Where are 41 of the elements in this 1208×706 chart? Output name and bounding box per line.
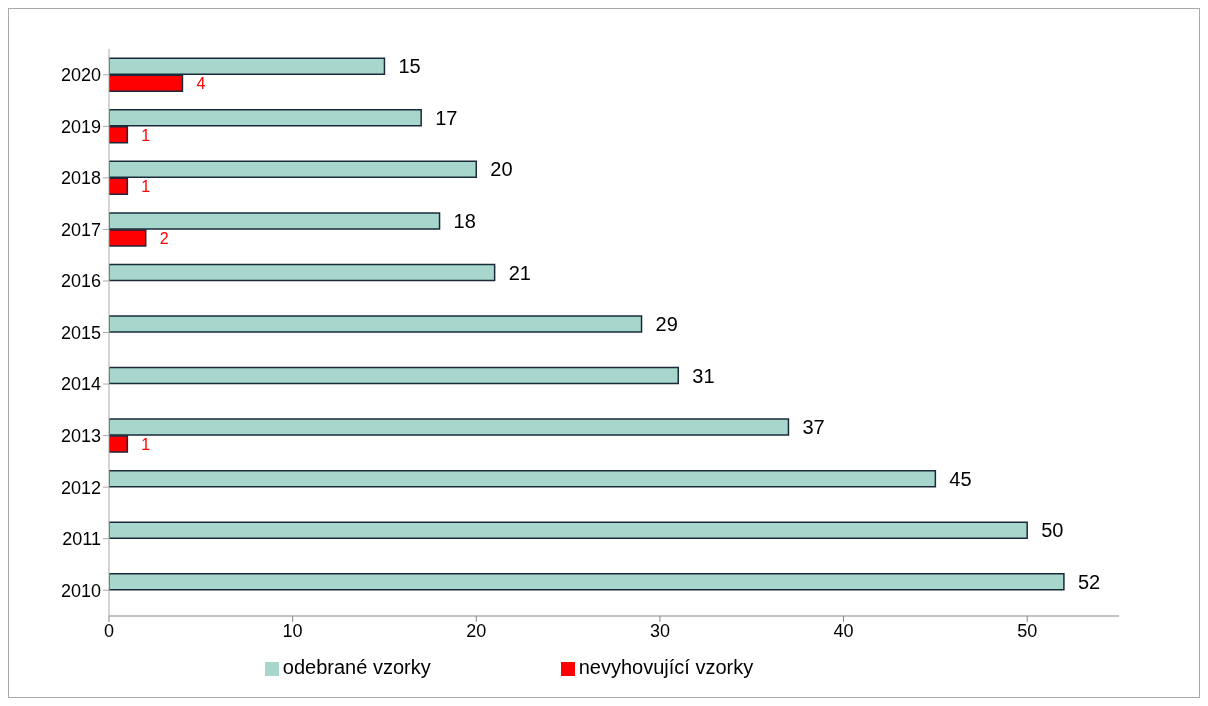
data-label: 29 [655,313,678,336]
data-label: 45 [949,467,972,490]
data-label: 15 [398,55,421,78]
data-label: 50 [1041,519,1064,542]
y-tick-label: 2014 [60,374,101,395]
bar [109,366,680,385]
data-label: 1 [141,435,151,453]
y-tick-label: 2013 [60,425,101,446]
data-label: 1 [141,126,151,144]
data-label: 1 [141,178,151,196]
x-tick-label: 20 [466,620,487,641]
y-tick-label: 2019 [60,116,101,137]
x-tick-label: 50 [1017,620,1038,641]
x-tick-label: 40 [833,620,854,641]
bar [109,572,1065,591]
bar [109,469,937,488]
x-tick-label: 10 [282,620,303,641]
data-label: 37 [802,416,825,439]
bar [109,315,643,333]
y-tick-label: 2016 [60,271,101,292]
y-tick-label: 2011 [62,529,101,550]
bar [109,263,496,282]
legend-label: nevyhovující vzorky [578,656,754,678]
x-tick-label: 30 [649,620,670,641]
data-label: 20 [490,158,513,181]
data-label: 17 [435,106,458,129]
data-label: 18 [453,210,476,233]
bar [109,521,1028,539]
data-label: 4 [196,74,206,92]
y-tick-label: 2017 [60,219,101,240]
data-label: 31 [692,364,715,387]
y-tick-label: 2012 [60,477,101,498]
data-label: 52 [1077,570,1101,593]
y-tick-label: 2015 [60,322,101,343]
y-tick-label: 2020 [60,65,101,86]
data-label: 21 [508,261,531,284]
x-tick-label: 0 [103,620,115,641]
data-label: 2 [159,229,169,247]
y-tick-label: 2010 [60,580,101,601]
y-tick-label: 2018 [60,168,101,189]
legend-label: odebrané vzorky [282,656,431,678]
